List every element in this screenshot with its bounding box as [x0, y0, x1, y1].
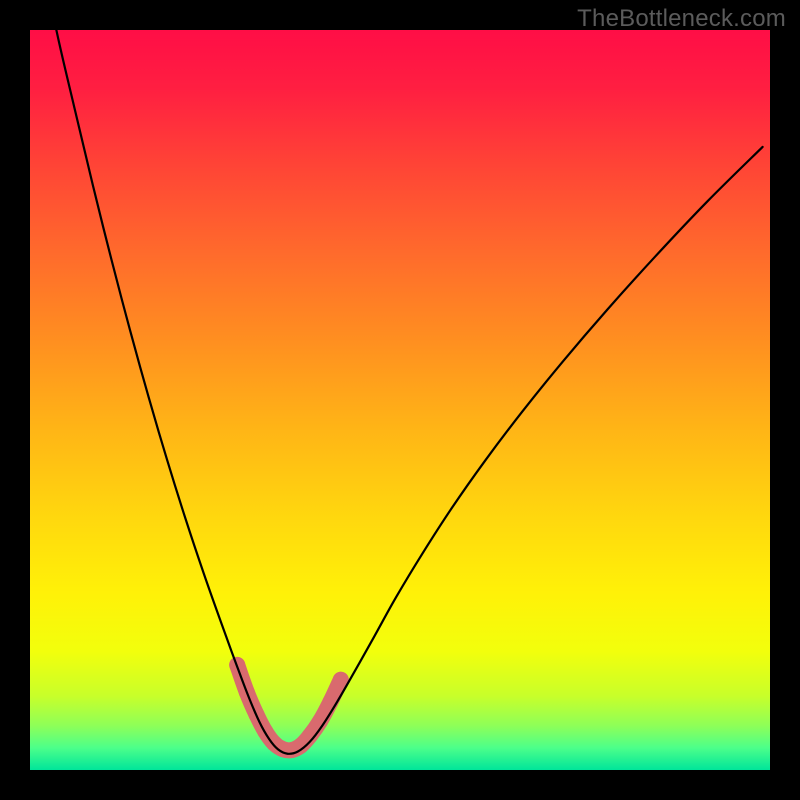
plot-area [30, 30, 770, 770]
outer-frame: TheBottleneck.com [0, 0, 800, 800]
main-curve [47, 30, 763, 754]
chart-overlay [30, 30, 770, 770]
watermark-text: TheBottleneck.com [577, 5, 786, 33]
